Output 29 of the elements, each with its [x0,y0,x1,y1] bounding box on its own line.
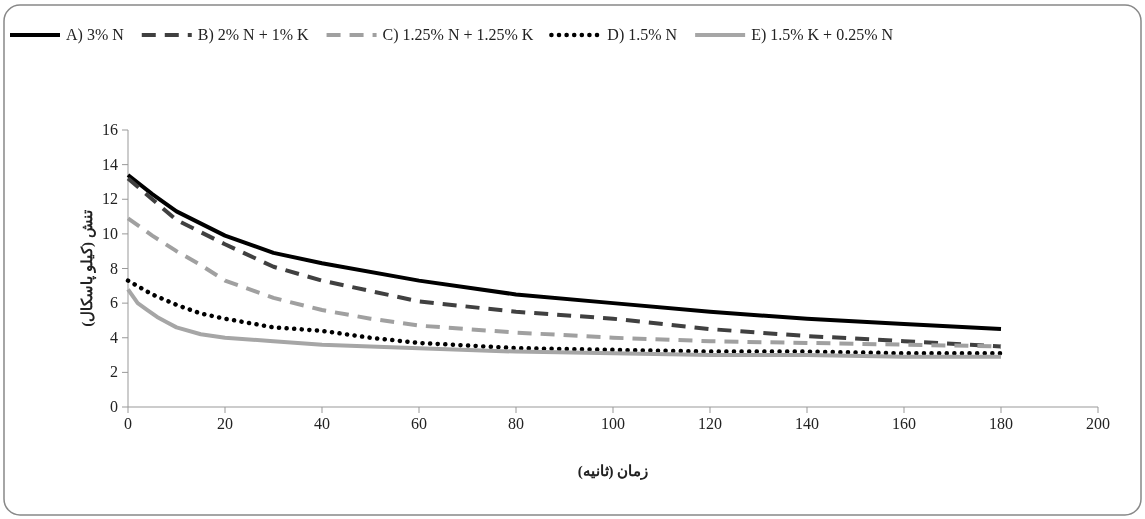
y-tick-label: 6 [110,294,118,312]
line-series [126,287,1003,359]
x-tick-label: 0 [124,415,132,432]
x-tick-label: 60 [411,415,427,432]
x-tick-label: 140 [795,415,819,432]
x-tick-label: 160 [892,415,916,432]
x-tick-label: 80 [508,415,524,432]
y-axis-title: تنش (کیلو پاسکال) [79,210,97,327]
legend-label: E) 1.5% K + 0.25% N [751,26,894,44]
x-tick-label: 20 [217,415,233,432]
legend-label: B) 2% N + 1% K [197,26,309,44]
x-axis-title: زمان (ثانیه) [577,463,649,480]
y-tick-label: 4 [110,328,118,346]
y-tick-label: 0 [110,398,118,415]
legend-label: D) 1.5% N [607,26,678,44]
x-tick-label: 100 [601,415,625,432]
legend-label: C) 1.25% N + 1.25% K [382,26,534,44]
y-tick-label: 10 [102,224,118,242]
line-series [125,278,1004,356]
y-tick-label: 2 [110,363,118,381]
y-tick-label: 12 [102,190,118,208]
y-tick-label: 14 [102,155,118,173]
x-tick-label: 120 [698,415,722,432]
x-tick-label: 180 [989,415,1013,432]
x-tick-label: 40 [314,415,330,432]
y-tick-label: 8 [110,259,118,277]
legend-label: A) 3% N [66,26,125,44]
y-tick-label: 16 [102,121,118,138]
x-tick-label: 200 [1086,415,1110,432]
